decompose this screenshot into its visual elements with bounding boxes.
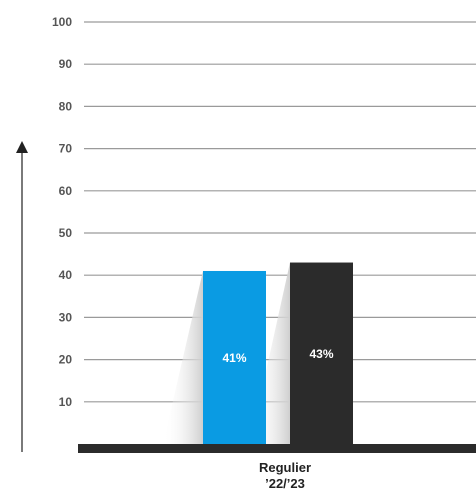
y-tick-label-70: 70 xyxy=(59,142,73,156)
gridlines xyxy=(84,21,476,403)
y-axis-arrow xyxy=(16,141,28,452)
bar-2 xyxy=(290,262,353,444)
bars xyxy=(203,262,353,444)
y-tick-label-100: 100 xyxy=(52,15,72,29)
bar-1 xyxy=(203,270,266,444)
category-label: Regulier ’22/’23 xyxy=(200,460,370,492)
category-name: Regulier xyxy=(258,460,311,475)
y-tick-label-40: 40 xyxy=(59,268,73,282)
y-tick-label-10: 10 xyxy=(59,395,73,409)
y-tick-label-30: 30 xyxy=(59,310,73,324)
y-tick-label-60: 60 xyxy=(59,184,73,198)
y-tick-labels: 10 20 30 40 50 60 70 80 90 100 xyxy=(52,15,72,409)
category-season: ’22/’23 xyxy=(265,476,305,491)
x-axis-baseline xyxy=(78,444,476,453)
data-label-1: 41% xyxy=(222,351,246,365)
data-labels: 41% 43% xyxy=(222,347,333,365)
y-tick-label-20: 20 xyxy=(59,353,73,367)
y-tick-label-80: 80 xyxy=(59,99,73,113)
bar-shadow-1 xyxy=(163,270,203,444)
y-tick-label-50: 50 xyxy=(59,226,73,240)
data-label-2: 43% xyxy=(309,347,333,361)
y-tick-label-90: 90 xyxy=(59,57,73,71)
